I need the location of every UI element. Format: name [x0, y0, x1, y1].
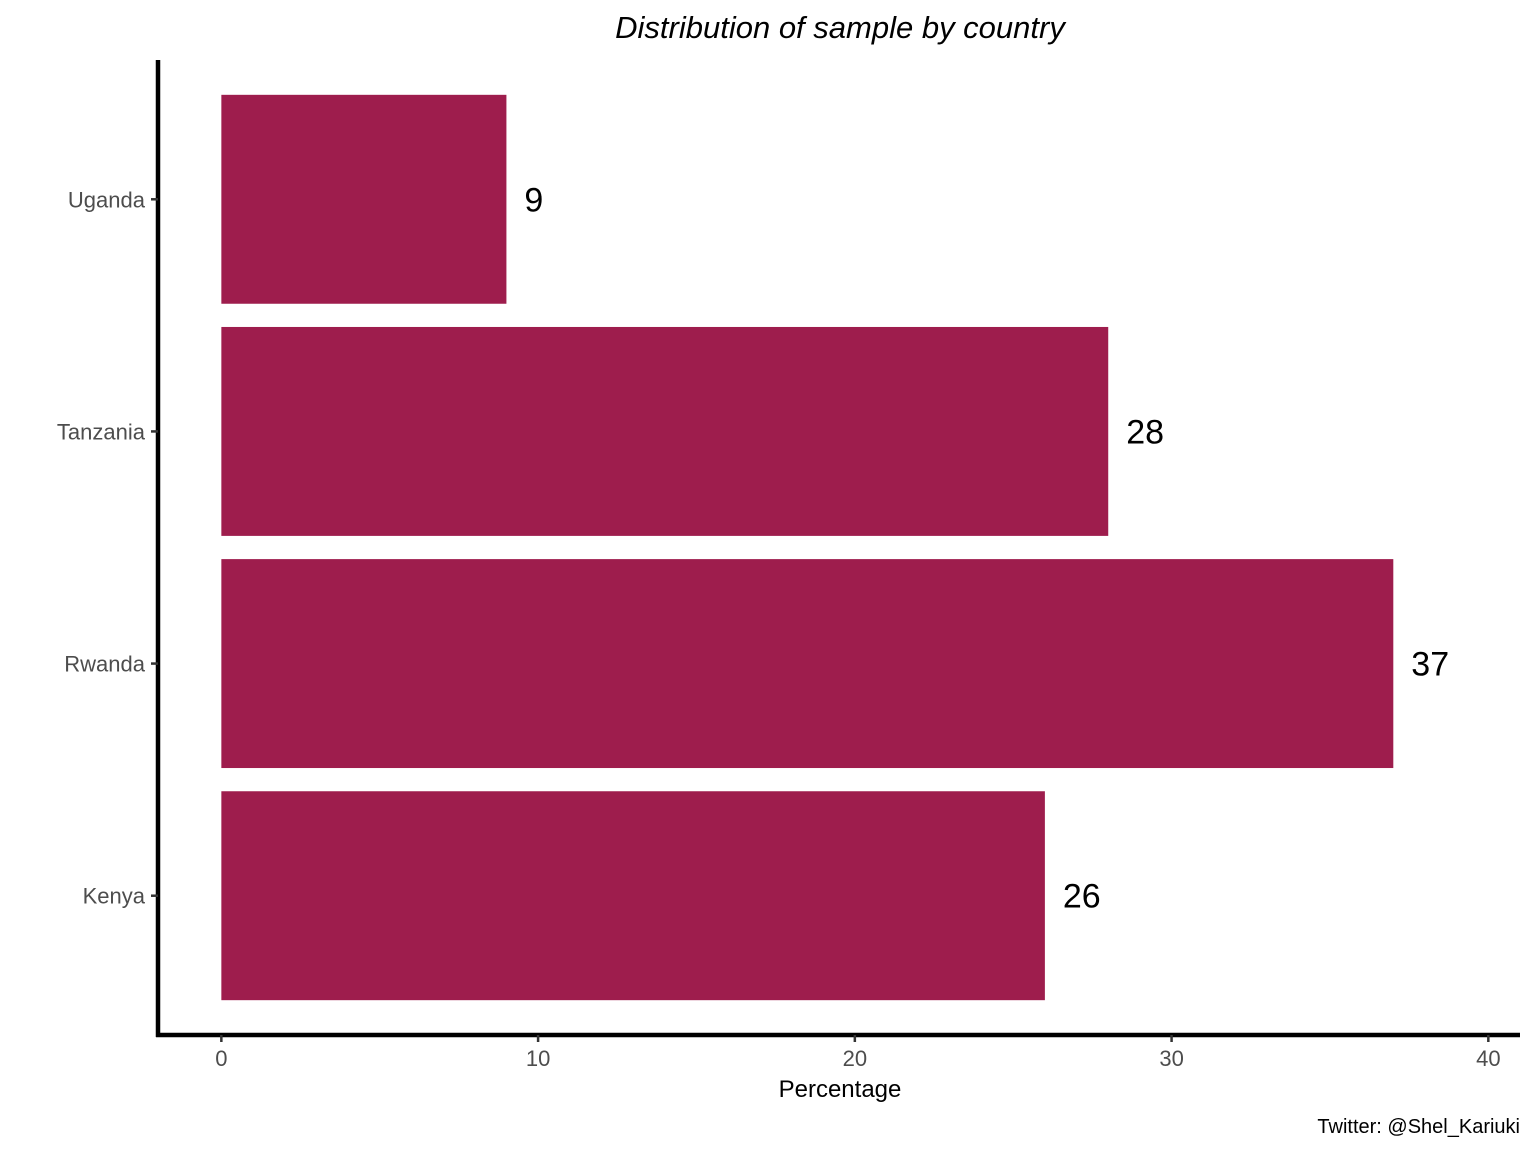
- y-tick-label-uganda: Uganda: [68, 187, 146, 212]
- bar-kenya: [221, 791, 1045, 1001]
- y-tick-label-kenya: Kenya: [83, 884, 146, 909]
- data-labels-layer: 26 37 28 9: [524, 181, 1449, 915]
- x-tick-label-40: 40: [1476, 1046, 1500, 1071]
- bars-layer: [221, 94, 1394, 1001]
- bar-rwanda: [221, 559, 1394, 769]
- x-tick-label-10: 10: [526, 1046, 550, 1071]
- bar-uganda: [221, 94, 507, 304]
- data-label-uganda: 9: [524, 181, 543, 219]
- chart-caption: Twitter: @Shel_Kariuki: [1317, 1116, 1520, 1138]
- x-tick-label-30: 30: [1159, 1046, 1183, 1071]
- x-tick-label-20: 20: [843, 1046, 867, 1071]
- y-tick-label-rwanda: Rwanda: [64, 652, 145, 677]
- x-tick-label-0: 0: [215, 1046, 227, 1071]
- y-ticks-layer: Kenya Rwanda Tanzania Uganda: [57, 187, 158, 909]
- data-label-tanzania: 28: [1126, 413, 1164, 451]
- bar-tanzania: [221, 326, 1109, 536]
- y-tick-label-tanzania: Tanzania: [57, 419, 146, 444]
- data-label-rwanda: 37: [1411, 646, 1449, 684]
- x-axis-title: Percentage: [779, 1076, 902, 1103]
- x-ticks-layer: 0 10 20 30 40: [215, 1035, 1501, 1071]
- data-label-kenya: 26: [1063, 878, 1101, 916]
- chart-title: Distribution of sample by country: [615, 10, 1067, 45]
